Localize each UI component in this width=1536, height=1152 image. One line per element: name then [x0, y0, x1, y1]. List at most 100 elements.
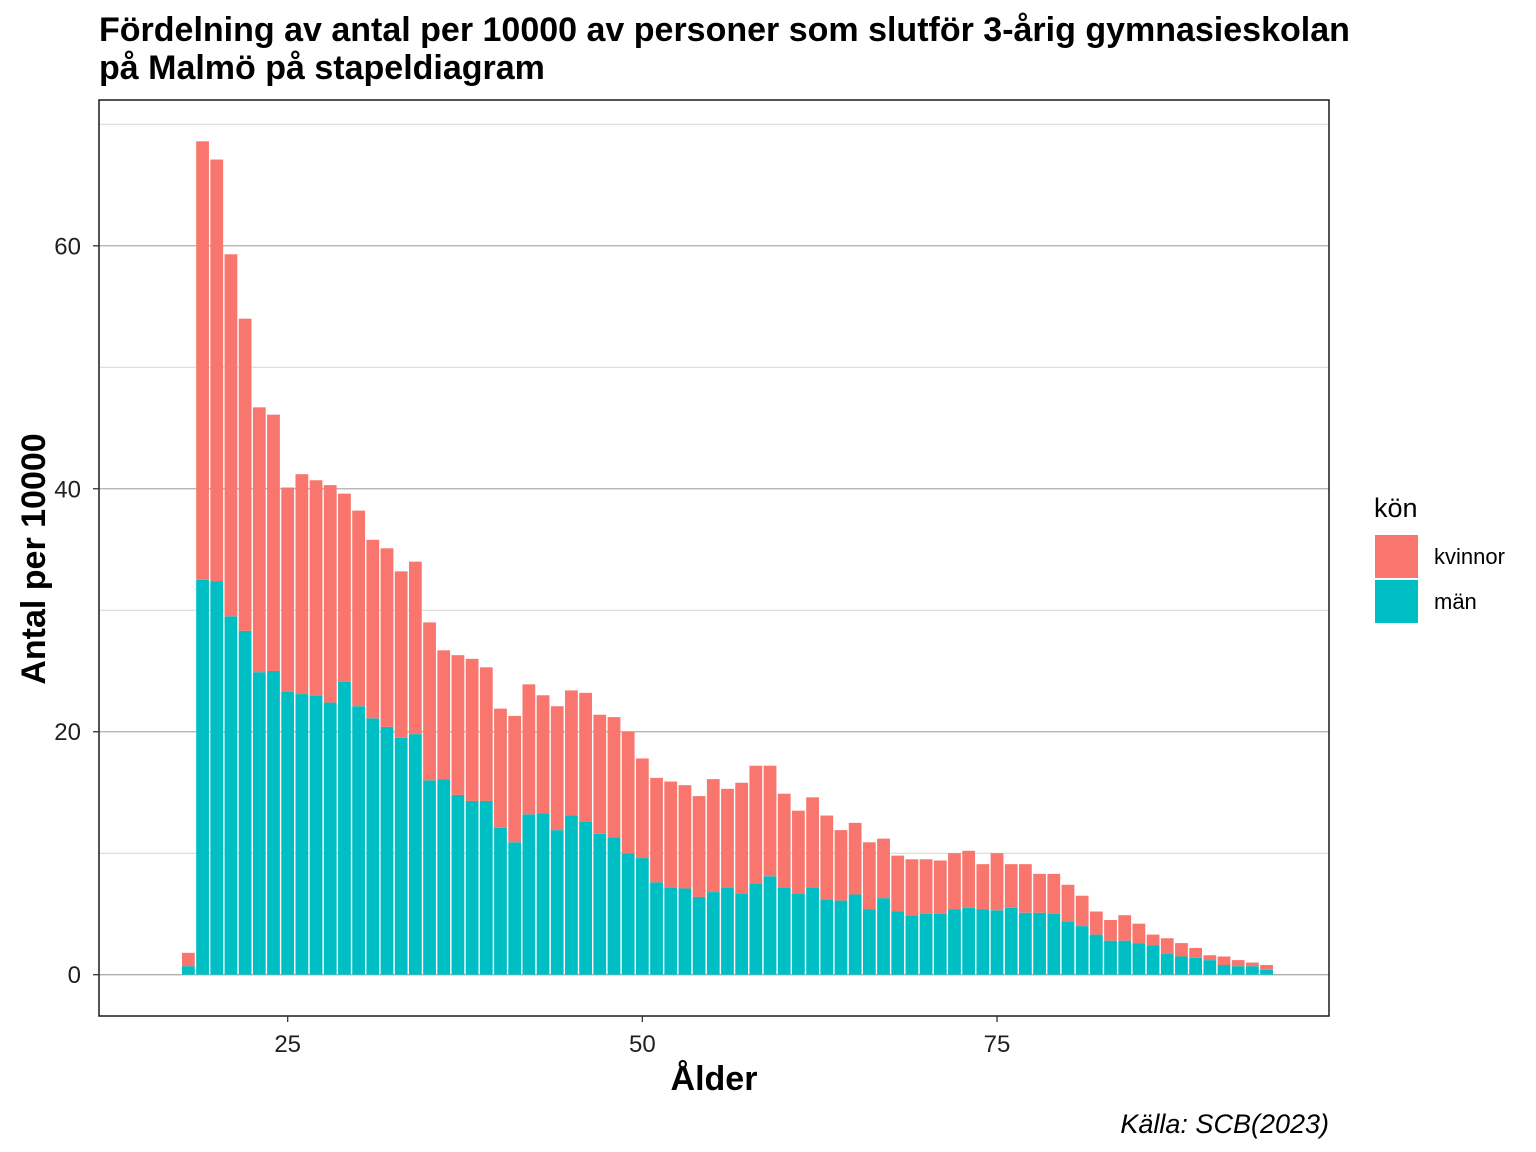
bar-kvinnor-69 — [905, 859, 919, 916]
bar-kvinnor-25 — [281, 487, 295, 692]
bar-kvinnor-43 — [536, 695, 550, 814]
bar-kvinnor-64 — [834, 830, 848, 901]
bar-man-65 — [848, 894, 862, 975]
legend: kön kvinnor män — [1374, 493, 1505, 623]
bar-man-81 — [1075, 926, 1089, 975]
bar-kvinnor-85 — [1132, 923, 1146, 944]
bar-man-55 — [706, 892, 720, 975]
bar-man-66 — [862, 909, 876, 975]
bar-man-60 — [777, 887, 791, 975]
bar-man-23 — [252, 672, 266, 975]
bar-kvinnor-78 — [1033, 873, 1046, 913]
bar-man-90 — [1203, 960, 1217, 975]
bar-kvinnor-51 — [650, 777, 663, 883]
bar-kvinnor-82 — [1089, 911, 1103, 935]
bar-man-71 — [933, 913, 947, 975]
bar-man-61 — [792, 893, 805, 975]
bar-kvinnor-18 — [181, 952, 195, 967]
bar-man-25 — [281, 691, 295, 975]
bar-kvinnor-45 — [565, 690, 578, 816]
y-tick-label: 40 — [54, 476, 81, 503]
bar-man-24 — [267, 670, 280, 975]
bar-kvinnor-73 — [962, 850, 976, 908]
legend-key-man — [1375, 580, 1418, 623]
bar-man-37 — [451, 794, 465, 975]
bar-kvinnor-91 — [1217, 956, 1231, 965]
bar-man-28 — [323, 702, 337, 975]
bar-man-53 — [678, 888, 692, 975]
bar-man-18 — [181, 966, 195, 975]
bar-kvinnor-92 — [1231, 960, 1245, 967]
bar-man-79 — [1047, 913, 1061, 975]
bar-man-42 — [522, 814, 536, 975]
bar-man-86 — [1146, 945, 1160, 975]
bar-kvinnor-80 — [1061, 884, 1075, 922]
bar-kvinnor-62 — [806, 797, 819, 888]
bar-man-38 — [465, 800, 479, 975]
y-tick-label: 0 — [68, 962, 81, 989]
bar-kvinnor-66 — [862, 842, 876, 910]
bar-kvinnor-35 — [423, 622, 436, 781]
bar-man-89 — [1189, 957, 1203, 975]
bar-man-41 — [508, 842, 522, 975]
bar-man-32 — [380, 726, 394, 975]
bar-man-22 — [238, 630, 252, 975]
x-tick-label: 50 — [629, 1031, 656, 1058]
bar-man-51 — [650, 882, 663, 975]
bar-kvinnor-31 — [366, 539, 380, 719]
bar-man-78 — [1033, 912, 1046, 975]
x-axis-title: Ålder — [671, 1060, 758, 1098]
bar-kvinnor-28 — [323, 485, 337, 703]
bar-kvinnor-41 — [508, 715, 522, 843]
bar-man-84 — [1118, 940, 1132, 975]
bar-kvinnor-86 — [1146, 934, 1160, 946]
bar-man-93 — [1246, 966, 1259, 975]
y-axis: 0 20 40 60 — [54, 233, 99, 989]
bar-kvinnor-58 — [749, 765, 763, 884]
source-caption: Källa: SCB(2023) — [1120, 1109, 1329, 1139]
bar-kvinnor-36 — [437, 650, 451, 780]
bar-man-45 — [565, 815, 578, 975]
bar-man-35 — [423, 780, 436, 975]
bar-man-58 — [749, 883, 763, 975]
bar-man-40 — [494, 827, 507, 975]
bar-kvinnor-57 — [735, 782, 749, 894]
bar-kvinnor-87 — [1160, 938, 1174, 955]
bar-man-62 — [806, 887, 819, 975]
legend-title: kön — [1374, 493, 1418, 523]
bar-man-72 — [948, 909, 961, 975]
bar-man-75 — [990, 910, 1004, 975]
bar-man-64 — [834, 900, 848, 975]
bar-man-92 — [1231, 966, 1245, 975]
bar-man-57 — [735, 893, 749, 975]
bar-kvinnor-50 — [635, 758, 649, 859]
bar-man-43 — [536, 813, 550, 975]
bar-kvinnor-74 — [976, 864, 990, 910]
bar-man-91 — [1217, 964, 1231, 975]
bar-kvinnor-56 — [721, 788, 734, 888]
bar-man-48 — [607, 837, 621, 975]
bar-kvinnor-63 — [820, 815, 834, 900]
legend-key-kvinnor — [1375, 535, 1418, 578]
y-tick-label: 60 — [54, 233, 81, 260]
bar-kvinnor-59 — [763, 765, 777, 877]
bar-man-73 — [962, 907, 976, 975]
bar-man-94 — [1260, 969, 1273, 975]
bar-kvinnor-76 — [1004, 864, 1018, 908]
bar-kvinnor-37 — [451, 655, 465, 795]
bar-kvinnor-21 — [224, 254, 238, 617]
bar-kvinnor-61 — [792, 810, 805, 894]
bar-kvinnor-42 — [522, 684, 536, 815]
bar-kvinnor-52 — [664, 781, 678, 888]
bar-kvinnor-88 — [1175, 943, 1188, 957]
bar-kvinnor-20 — [210, 159, 224, 582]
y-tick-label: 20 — [54, 719, 81, 746]
bar-kvinnor-83 — [1104, 920, 1117, 941]
bar-man-54 — [692, 896, 706, 975]
bar-kvinnor-29 — [338, 493, 351, 682]
bar-kvinnor-67 — [877, 838, 890, 899]
bar-man-82 — [1089, 934, 1103, 975]
bar-man-33 — [394, 737, 408, 975]
y-axis-title: Antal per 10000 — [15, 433, 53, 684]
bar-kvinnor-26 — [295, 474, 309, 695]
